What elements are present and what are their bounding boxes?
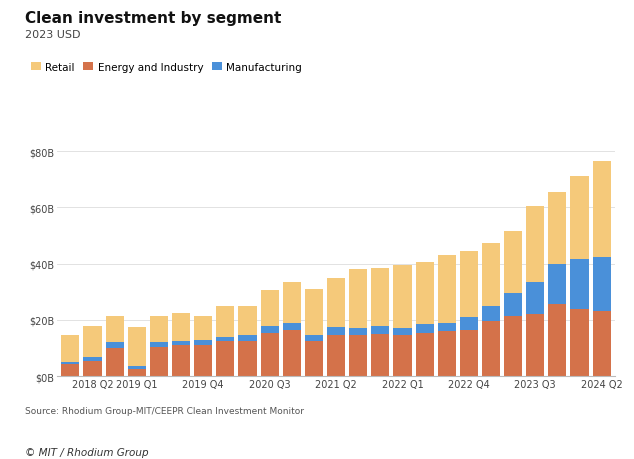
Bar xyxy=(460,330,478,376)
Bar xyxy=(84,326,101,357)
Bar xyxy=(593,162,611,257)
Bar xyxy=(216,341,235,376)
Bar xyxy=(349,336,367,376)
Bar xyxy=(571,309,588,376)
Bar xyxy=(372,268,389,326)
Text: 2023 USD: 2023 USD xyxy=(25,30,81,40)
Bar xyxy=(327,327,345,336)
Bar xyxy=(437,331,456,376)
Bar xyxy=(482,322,500,376)
Bar xyxy=(393,336,411,376)
Bar xyxy=(372,334,389,376)
Text: © MIT / Rhodium Group: © MIT / Rhodium Group xyxy=(25,448,149,458)
Bar xyxy=(61,336,79,362)
Legend: Retail, Energy and Industry, Manufacturing: Retail, Energy and Industry, Manufacturi… xyxy=(30,62,302,73)
Bar xyxy=(194,340,212,346)
Bar xyxy=(261,291,279,326)
Bar xyxy=(526,207,545,282)
Bar xyxy=(105,348,124,376)
Bar xyxy=(415,333,434,376)
Bar xyxy=(105,316,124,343)
Bar xyxy=(61,364,79,376)
Bar xyxy=(84,361,101,376)
Bar xyxy=(305,289,323,336)
Bar xyxy=(216,306,235,337)
Bar xyxy=(84,357,101,361)
Bar xyxy=(172,313,190,341)
Bar xyxy=(504,232,522,294)
Bar xyxy=(305,336,323,341)
Bar xyxy=(437,256,456,323)
Bar xyxy=(216,337,235,341)
Bar xyxy=(327,336,345,376)
Bar xyxy=(261,333,279,376)
Bar xyxy=(283,330,301,376)
Bar xyxy=(571,260,588,309)
Bar xyxy=(415,325,434,333)
Bar xyxy=(150,343,168,347)
Bar xyxy=(150,347,168,376)
Bar xyxy=(261,326,279,333)
Bar xyxy=(526,314,545,376)
Bar xyxy=(393,265,411,329)
Bar xyxy=(283,323,301,330)
Bar xyxy=(393,329,411,336)
Bar xyxy=(283,282,301,323)
Bar xyxy=(127,327,146,367)
Bar xyxy=(460,318,478,330)
Text: Clean investment by segment: Clean investment by segment xyxy=(25,11,281,27)
Bar xyxy=(172,341,190,346)
Bar xyxy=(172,346,190,376)
Bar xyxy=(127,367,146,369)
Bar xyxy=(571,177,588,260)
Bar xyxy=(194,346,212,376)
Bar xyxy=(349,270,367,329)
Bar xyxy=(305,341,323,376)
Bar xyxy=(372,326,389,334)
Bar xyxy=(437,323,456,331)
Bar xyxy=(593,257,611,312)
Bar xyxy=(593,312,611,376)
Bar xyxy=(238,336,257,341)
Bar xyxy=(415,263,434,325)
Bar xyxy=(460,252,478,318)
Bar xyxy=(150,316,168,343)
Bar xyxy=(504,294,522,316)
Bar xyxy=(548,192,567,264)
Bar xyxy=(238,341,257,376)
Bar xyxy=(482,306,500,322)
Bar xyxy=(482,243,500,306)
Bar xyxy=(526,282,545,314)
Bar xyxy=(61,362,79,364)
Text: Source: Rhodium Group-MIT/CEEPR Clean Investment Monitor: Source: Rhodium Group-MIT/CEEPR Clean In… xyxy=(25,406,304,415)
Bar xyxy=(349,329,367,336)
Bar xyxy=(548,305,567,376)
Bar xyxy=(504,316,522,376)
Bar xyxy=(548,264,567,305)
Bar xyxy=(194,316,212,340)
Bar xyxy=(105,343,124,348)
Bar xyxy=(327,278,345,327)
Bar xyxy=(127,369,146,376)
Bar xyxy=(238,306,257,336)
